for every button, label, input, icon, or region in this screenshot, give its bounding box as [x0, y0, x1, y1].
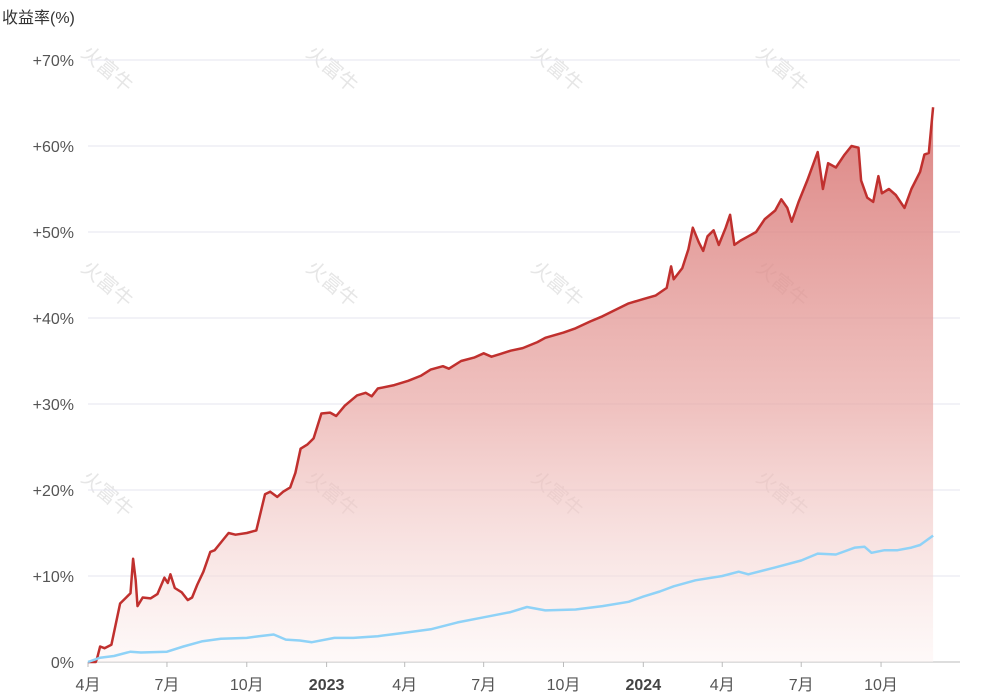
- y-tick-label: 0%: [51, 655, 74, 672]
- series-1-area: [88, 107, 934, 663]
- watermark-text: 火富牛: [752, 41, 813, 97]
- x-tick-label: 10月: [864, 677, 898, 694]
- y-tick-label: +50%: [33, 225, 74, 242]
- watermark-text: 火富牛: [302, 256, 363, 312]
- watermark-text: 火富牛: [527, 256, 588, 312]
- watermark-text: 火富牛: [77, 466, 138, 522]
- x-tick-label: 7月: [471, 677, 496, 694]
- x-tick-label: 7月: [155, 677, 180, 694]
- watermark-text: 火富牛: [527, 41, 588, 97]
- y-tick-label: +60%: [33, 139, 74, 156]
- series-1-line: [88, 107, 935, 664]
- x-tick-label: 4月: [76, 677, 101, 694]
- y-tick-label: +30%: [33, 397, 74, 414]
- watermark-text: 火富牛: [77, 41, 138, 97]
- y-tick-label: +10%: [33, 569, 74, 586]
- y-tick-label: +70%: [33, 53, 74, 70]
- x-tick-label: 10月: [230, 677, 264, 694]
- x-tick-label: 2023: [309, 677, 345, 694]
- watermark-text: 火富牛: [77, 256, 138, 312]
- x-tick-label: 7月: [789, 677, 814, 694]
- y-tick-label: +20%: [33, 483, 74, 500]
- watermark-text: 火富牛: [302, 41, 363, 97]
- x-tick-label: 2024: [626, 677, 662, 694]
- y-axis-title: 收益率(%): [2, 10, 75, 27]
- x-tick-label: 4月: [710, 677, 735, 694]
- x-tick-label: 4月: [392, 677, 417, 694]
- y-tick-label: +40%: [33, 311, 74, 328]
- x-tick-label: 10月: [547, 677, 581, 694]
- series-2-line: [87, 534, 934, 664]
